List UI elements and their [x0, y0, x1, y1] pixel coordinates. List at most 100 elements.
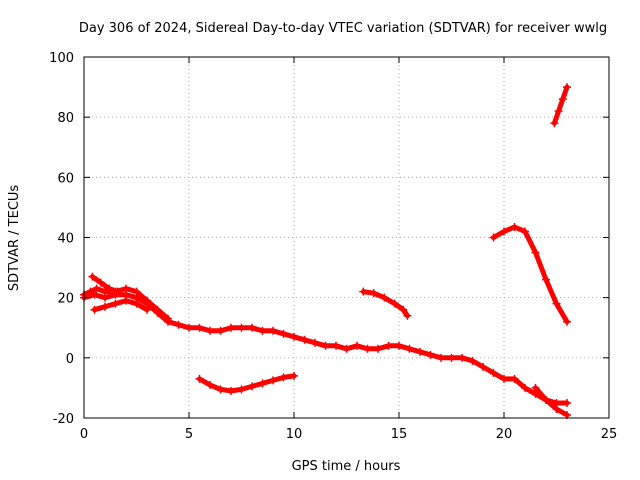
- data-point: [479, 362, 487, 371]
- y-tick-label: 80: [57, 111, 74, 126]
- data-point: [342, 344, 351, 353]
- data-point: [468, 356, 477, 365]
- data-point: [510, 222, 519, 231]
- series-evening-arc: [489, 222, 571, 326]
- data-point: [390, 299, 399, 308]
- y-tick-label: 40: [57, 232, 74, 247]
- chart-title: Day 306 of 2024, Sidereal Day-to-day VTE…: [79, 21, 607, 36]
- data-point: [153, 305, 162, 314]
- data-point: [96, 278, 105, 287]
- data-point: [206, 380, 214, 389]
- data-point: [216, 385, 225, 394]
- data-point: [405, 344, 414, 353]
- series-end-drop: [531, 383, 571, 419]
- data-point: [258, 379, 267, 388]
- series-steep-rise: [550, 83, 571, 128]
- series-line: [533, 385, 570, 418]
- data-point: [500, 374, 508, 383]
- data-point: [363, 344, 372, 353]
- data-point: [290, 371, 298, 380]
- data-point: [311, 338, 319, 347]
- data-point: [132, 287, 141, 296]
- data-point: [206, 326, 214, 335]
- data-point: [185, 323, 193, 332]
- data-point: [550, 119, 559, 128]
- series-mid-arc: [359, 287, 412, 320]
- data-point: [552, 299, 561, 308]
- grid: [84, 57, 609, 418]
- data-point: [447, 353, 456, 362]
- y-tick-label: 60: [57, 171, 74, 186]
- data-point: [101, 302, 109, 311]
- data-point: [374, 344, 382, 353]
- y-axis-label: SDTVAR / TECUs: [7, 185, 22, 292]
- data-point: [321, 341, 330, 350]
- series-layer: [80, 83, 571, 419]
- data-point: [332, 341, 340, 350]
- data-point: [458, 353, 466, 362]
- data-point: [279, 373, 288, 382]
- series-line: [81, 286, 171, 322]
- data-point: [554, 107, 563, 116]
- series-lower-band: [90, 296, 151, 314]
- data-point: [416, 347, 424, 356]
- data-point: [90, 305, 99, 314]
- data-point: [290, 332, 298, 341]
- series-line: [360, 289, 410, 319]
- data-point: [237, 323, 246, 332]
- data-point: [437, 353, 445, 362]
- x-tick-label: 20: [496, 427, 513, 442]
- x-tick-label: 25: [601, 427, 618, 442]
- y-tick-label: 0: [66, 352, 74, 367]
- series-high-start: [88, 272, 122, 296]
- data-point: [359, 287, 368, 296]
- data-point: [558, 95, 567, 104]
- data-point: [531, 383, 540, 392]
- data-point: [227, 323, 235, 332]
- data-point: [122, 296, 130, 305]
- x-axis-label: GPS time / hours: [292, 459, 401, 474]
- data-point: [521, 383, 529, 392]
- data-point: [403, 311, 412, 320]
- data-point: [132, 299, 141, 308]
- series-low-arc: [195, 371, 298, 395]
- data-point: [143, 305, 151, 314]
- y-tick-label: 100: [49, 51, 74, 66]
- data-point: [531, 248, 540, 257]
- data-point: [489, 233, 498, 242]
- data-point: [521, 227, 529, 236]
- y-axis: -20 0 20 40 60 80 100: [49, 51, 609, 427]
- data-point: [510, 374, 519, 383]
- x-tick-label: 10: [286, 427, 303, 442]
- data-point: [426, 350, 435, 359]
- data-point: [353, 341, 361, 350]
- data-point: [380, 293, 389, 302]
- data-point: [92, 284, 101, 293]
- data-point: [237, 385, 246, 394]
- series-line: [89, 274, 121, 295]
- data-point: [269, 376, 277, 385]
- series-line: [551, 84, 570, 126]
- data-point: [122, 284, 130, 293]
- data-point: [101, 287, 109, 296]
- data-point: [164, 314, 172, 323]
- data-point: [258, 326, 267, 335]
- data-point: [542, 395, 550, 404]
- data-point: [563, 83, 571, 92]
- y-tick-label: 20: [57, 292, 74, 307]
- data-point: [111, 299, 120, 308]
- data-point: [384, 341, 393, 350]
- data-point: [216, 326, 225, 335]
- data-point: [500, 227, 508, 236]
- x-tick-label: 0: [80, 427, 88, 442]
- data-point: [369, 289, 378, 298]
- x-tick-label: 5: [185, 427, 193, 442]
- data-point: [563, 398, 571, 407]
- data-point: [395, 341, 403, 350]
- data-point: [195, 323, 204, 332]
- data-point: [143, 296, 151, 305]
- data-point: [279, 329, 288, 338]
- x-tick-label: 15: [391, 427, 408, 442]
- data-point: [399, 305, 408, 314]
